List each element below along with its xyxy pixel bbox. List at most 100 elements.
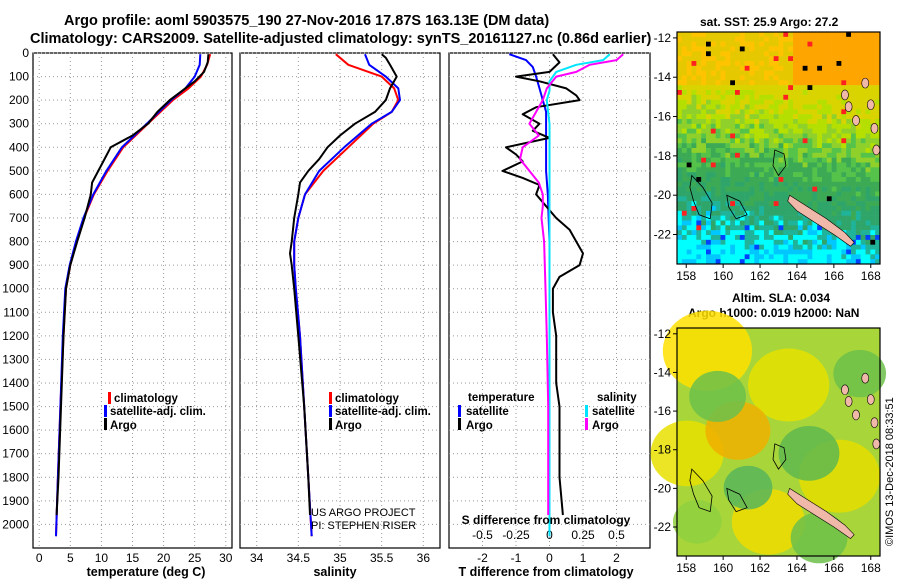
sst-cell [870, 206, 876, 212]
sst-cell [730, 152, 736, 158]
sst-cell [720, 181, 726, 187]
sst-cell [730, 143, 736, 149]
sst-cell [841, 239, 847, 245]
island-shape [861, 372, 870, 384]
sst-cell [715, 36, 721, 42]
sst-cell [788, 167, 794, 173]
sst-cell [754, 123, 760, 129]
depth-tick-label: 500 [9, 164, 29, 178]
depth-tick-label: 800 [9, 235, 29, 249]
sst-cell [768, 235, 774, 241]
sst-cell [730, 230, 736, 236]
sst-cell [875, 104, 881, 110]
sst-cell [701, 225, 707, 231]
sst-cell [691, 230, 697, 236]
sst-cell [710, 128, 716, 134]
sst-cell [802, 138, 808, 144]
sst-cell [778, 235, 784, 241]
sst-cell [793, 230, 799, 236]
sst-cell [696, 230, 702, 236]
sst-cell [783, 104, 789, 110]
sst-cell [860, 65, 866, 71]
sst-cell [822, 128, 828, 134]
sst-cell [764, 36, 770, 42]
sst-cell [773, 191, 779, 197]
sst-cell [744, 148, 750, 154]
sst-cell [691, 80, 697, 86]
sst-cell [817, 32, 823, 38]
sst-cell [870, 230, 876, 236]
sst-cell [710, 157, 716, 163]
sst-cell [706, 244, 712, 250]
sst-cell [807, 80, 813, 86]
sst-cell [768, 70, 774, 76]
sst-cell [720, 162, 726, 168]
lon-tick-label: 168 [861, 561, 881, 575]
sst-cell [686, 133, 692, 139]
sst-cell [860, 143, 866, 149]
sst-cell [759, 85, 765, 91]
sst-cell [778, 36, 784, 42]
sst-cell [749, 177, 755, 183]
sst-cell [701, 123, 707, 129]
sst-cell [749, 148, 755, 154]
depth-tick-label: 1100 [3, 305, 29, 319]
sst-cell [720, 196, 726, 202]
sst-cell [875, 109, 881, 115]
sst-cell [875, 230, 881, 236]
sst-cell [730, 119, 736, 125]
sst-cell [783, 259, 789, 265]
sst-cell [720, 157, 726, 163]
sst-cell [735, 186, 741, 192]
sst-cell [822, 70, 828, 76]
sst-cell [831, 90, 837, 96]
sst-cell [836, 119, 842, 125]
sst-cell [788, 143, 794, 149]
sst-cell [826, 186, 832, 192]
x-tick-label: 35.5 [370, 551, 394, 565]
legend-swatch-t-satellite [458, 405, 461, 417]
x-tick-label: 10 [95, 551, 109, 565]
sst-cell [677, 36, 683, 42]
sst-cell [677, 119, 683, 125]
sst-cell [778, 259, 784, 265]
sst-cell [836, 244, 842, 250]
sst-cell [715, 225, 721, 231]
sst-cell [739, 259, 745, 265]
sst-cell [739, 181, 745, 187]
sst-cell [812, 186, 818, 192]
sst-cell [715, 104, 721, 110]
sst-cell [739, 235, 745, 241]
sst-cell [855, 94, 861, 100]
sst-cell [701, 254, 707, 260]
sst-cell [851, 235, 857, 241]
sst-cell [860, 254, 866, 260]
sst-cell [691, 133, 697, 139]
sst-cell [855, 148, 861, 154]
sst-cell [677, 46, 683, 52]
sst-cell [677, 210, 683, 216]
sst-cell [846, 51, 852, 57]
sst-cell [797, 220, 803, 226]
sst-cell [826, 61, 832, 67]
sst-cell [744, 181, 750, 187]
sst-cell [739, 123, 745, 129]
sst-cell [826, 99, 832, 105]
sst-cell [677, 61, 683, 67]
sst-cell [749, 230, 755, 236]
sst-cell [778, 32, 784, 38]
sst-cell [826, 94, 832, 100]
sst-cell [807, 41, 813, 47]
sst-cell [744, 196, 750, 202]
sst-cell [764, 61, 770, 67]
sst-cell [802, 61, 808, 67]
sst-cell [725, 90, 731, 96]
sst-cell [807, 235, 813, 241]
sst-cell [797, 239, 803, 245]
sst-cell [860, 172, 866, 178]
sst-cell [696, 177, 702, 183]
sst-cell [851, 259, 857, 265]
sst-cell [764, 220, 770, 226]
sst-cell [807, 230, 813, 236]
depth-tick-label: 600 [9, 187, 29, 201]
